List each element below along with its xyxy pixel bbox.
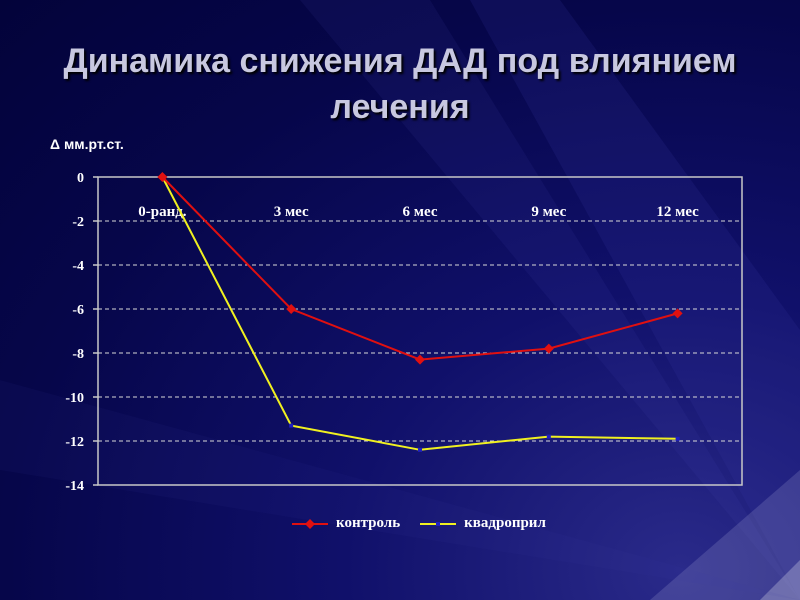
x-tick-label: 0-ранд. bbox=[138, 204, 187, 220]
data-point bbox=[289, 423, 294, 428]
x-tick-label: 9 мес bbox=[531, 204, 566, 220]
data-point bbox=[157, 172, 168, 182]
data-point bbox=[672, 308, 683, 319]
y-tick-label: -10 bbox=[65, 391, 84, 406]
y-tick-label: -8 bbox=[72, 347, 84, 362]
plot-area bbox=[97, 176, 743, 486]
data-point bbox=[543, 343, 554, 354]
legend: контроль квадроприл bbox=[290, 515, 564, 532]
data-point bbox=[546, 434, 551, 439]
y-tick-label: -12 bbox=[65, 435, 84, 450]
legend-label-quadropril: квадроприл bbox=[464, 515, 546, 531]
data-point bbox=[418, 447, 422, 452]
legend-item-quadropril: квадроприл bbox=[418, 515, 546, 532]
legend-label-control: контроль bbox=[336, 515, 401, 531]
y-tick-label: 0 bbox=[77, 171, 84, 186]
y-tick-label: -14 bbox=[65, 479, 84, 494]
x-tick-label: 12 мес bbox=[656, 204, 699, 220]
slide-title: Динамика снижения ДАД под влиянием лечен… bbox=[63, 42, 737, 126]
y-unit-label: Δ мм.рт.ст. bbox=[50, 136, 124, 152]
x-tick-label: 3 мес bbox=[274, 204, 309, 220]
y-tick-label: -6 bbox=[72, 303, 84, 318]
legend-item-control: контроль bbox=[290, 515, 400, 532]
x-tick-label: 6 мес bbox=[403, 204, 438, 220]
data-point bbox=[286, 304, 297, 314]
data-point bbox=[675, 436, 680, 441]
y-tick-label: -2 bbox=[72, 215, 84, 230]
y-tick-label: -4 bbox=[72, 259, 84, 274]
data-point bbox=[415, 354, 425, 365]
control-marker-icon bbox=[292, 518, 328, 529]
quadropril-marker-icon bbox=[420, 521, 457, 526]
